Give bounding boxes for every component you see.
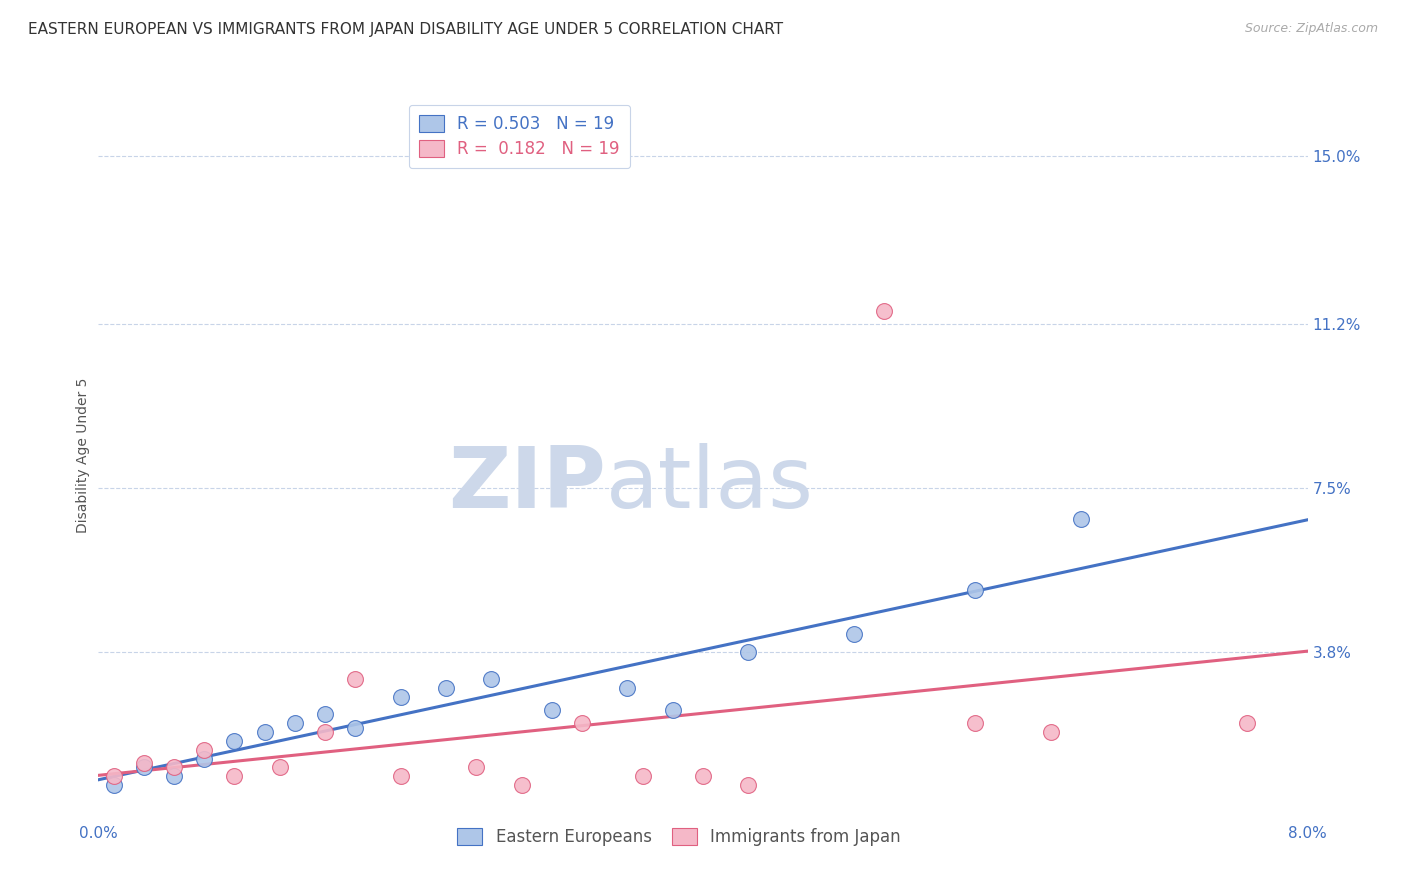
Point (224, 769, 246, 783)
Point (1236, 716, 1258, 731)
Point (132, 756, 155, 770)
Point (481, 672, 503, 686)
Point (510, 778, 533, 792)
Point (224, 734, 246, 748)
Point (434, 681, 457, 695)
Point (269, 760, 291, 774)
Point (253, 725, 276, 739)
Text: atlas: atlas (606, 442, 814, 525)
Point (465, 760, 488, 774)
Point (193, 742, 215, 756)
Text: Source: ZipAtlas.com: Source: ZipAtlas.com (1244, 22, 1378, 36)
Point (132, 760, 155, 774)
Point (314, 707, 336, 722)
Point (965, 583, 987, 598)
Point (737, 778, 759, 792)
Y-axis label: Disability Age Under 5: Disability Age Under 5 (76, 377, 90, 533)
Legend: Eastern Europeans, Immigrants from Japan: Eastern Europeans, Immigrants from Japan (450, 821, 907, 853)
Point (344, 721, 367, 735)
Point (1070, 512, 1092, 526)
Point (163, 760, 186, 774)
Point (631, 769, 654, 783)
Point (163, 769, 186, 783)
Text: ZIP: ZIP (449, 442, 606, 525)
Point (965, 716, 987, 731)
Point (103, 769, 125, 783)
Point (284, 716, 307, 731)
Point (314, 725, 336, 739)
Point (389, 690, 412, 704)
Point (661, 703, 683, 717)
Point (737, 645, 759, 659)
Point (540, 703, 562, 717)
Text: EASTERN EUROPEAN VS IMMIGRANTS FROM JAPAN DISABILITY AGE UNDER 5 CORRELATION CHA: EASTERN EUROPEAN VS IMMIGRANTS FROM JAPA… (28, 22, 783, 37)
Point (844, 627, 866, 641)
Point (1039, 725, 1062, 739)
Point (389, 769, 412, 783)
Point (103, 778, 125, 792)
Point (193, 751, 215, 765)
Point (344, 672, 367, 686)
Point (616, 681, 638, 695)
Point (692, 769, 714, 783)
Point (571, 716, 593, 731)
Point (873, 303, 896, 318)
